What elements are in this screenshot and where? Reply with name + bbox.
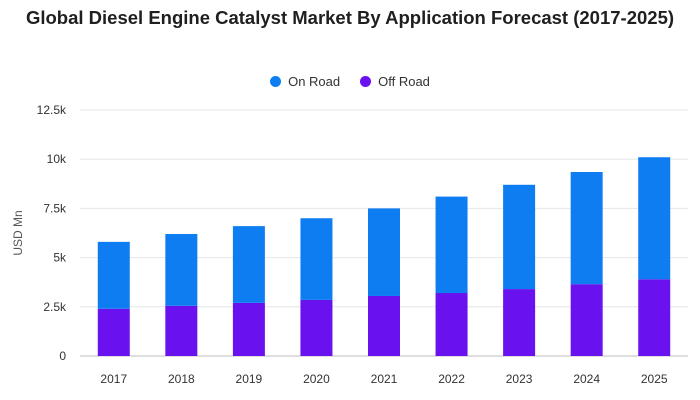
bar-on-road	[503, 184, 536, 290]
y-axis-label: USD Mn	[11, 210, 25, 255]
bar-on-road	[435, 196, 468, 294]
y-tick-label: 5k	[53, 251, 67, 265]
legend-item-off-road[interactable]: Off Road	[360, 74, 430, 89]
bar-off-road	[232, 302, 265, 356]
x-tick-label: 2025	[641, 372, 668, 386]
y-tick-label: 7.5k	[43, 201, 67, 215]
bar-off-road	[165, 305, 198, 356]
bar-off-road	[638, 279, 671, 356]
x-tick-label: 2018	[168, 372, 195, 386]
legend-label-on-road: On Road	[288, 74, 341, 89]
bar-off-road	[435, 293, 468, 356]
x-tick-label: 2024	[573, 372, 600, 386]
bar-on-road	[232, 226, 265, 303]
bar-off-road	[97, 308, 130, 356]
x-tick-label: 2023	[506, 372, 533, 386]
x-axis-ticks: 2017 2018 2019 2020 2021 2022 2023 2024 2025	[100, 372, 667, 386]
legend-label-off-road: Off Road	[378, 74, 430, 89]
bar-on-road	[300, 218, 333, 300]
bar-on-road	[638, 157, 671, 280]
x-tick-label: 2019	[236, 372, 263, 386]
y-tick-label: 2.5k	[43, 300, 67, 314]
bar-on-road	[97, 241, 130, 309]
legend: On Road Off Road	[0, 74, 700, 89]
bar-on-road	[570, 171, 603, 285]
x-tick-label: 2022	[438, 372, 465, 386]
x-tick-label: 2021	[371, 372, 398, 386]
bar-on-road	[165, 233, 198, 306]
chart-title: Global Diesel Engine Catalyst Market By …	[25, 7, 675, 28]
y-tick-label: 12.5k	[37, 103, 67, 117]
x-tick-label: 2020	[303, 372, 330, 386]
legend-swatch-on-road	[270, 76, 282, 87]
bar-on-road	[368, 208, 400, 296]
y-tick-label: 0	[59, 349, 66, 363]
bars	[97, 157, 671, 356]
x-tick-label: 2017	[100, 372, 127, 386]
bar-off-road	[570, 284, 603, 356]
legend-swatch-off-road	[360, 76, 372, 87]
bar-off-road	[300, 299, 333, 356]
bar-off-road	[368, 295, 400, 356]
bar-off-road	[503, 289, 536, 356]
y-axis-ticks: 0 2.5k 5k 7.5k 10k 12.5k	[37, 103, 67, 363]
y-tick-label: 10k	[47, 152, 67, 166]
legend-item-on-road[interactable]: On Road	[270, 74, 340, 89]
